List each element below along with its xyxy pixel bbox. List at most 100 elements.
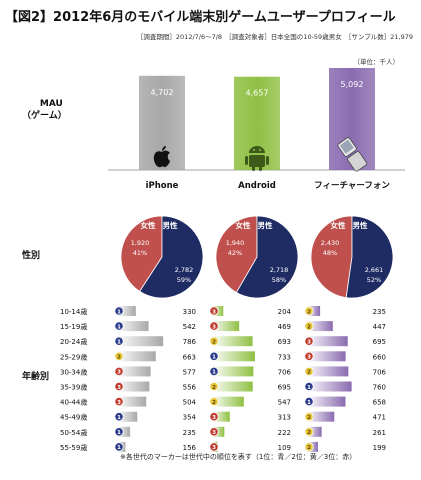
- rank-marker: [114, 336, 124, 346]
- age-bar: [116, 351, 156, 362]
- rank-marker: [114, 427, 124, 437]
- age-value-label: 556: [183, 384, 197, 392]
- footnote: ※各世代のマーカーは世代中の順位を表す（1位：青／2位：黄／3位：赤）: [120, 453, 357, 461]
- survey-meta: ［調査期間］2012/7/6～7/8 ［調査対象者］日本全国の10-59歳男女 …: [136, 33, 413, 41]
- pie-slice-female: [215, 215, 258, 294]
- pie-value-male: 2,661: [365, 266, 384, 274]
- rank-marker-number: 1: [307, 400, 311, 406]
- age-value-label: 693: [278, 338, 291, 346]
- pie-pct-male: 58%: [272, 276, 286, 284]
- rank-marker: [209, 366, 219, 376]
- age-bar: [306, 426, 322, 437]
- pie-pct-female: 41%: [133, 249, 147, 257]
- age-value-label: 199: [373, 444, 386, 452]
- rank-marker: [114, 396, 124, 407]
- age-category-label: 25-29歳: [60, 352, 87, 361]
- pie-slice-female: [310, 215, 353, 299]
- rank-marker-number: 2: [307, 370, 311, 376]
- age-category-label: 15-19歳: [60, 322, 87, 331]
- age-value-label: 235: [183, 429, 196, 437]
- rank-marker: [114, 412, 124, 422]
- pie-slice-male: [345, 215, 394, 299]
- age-value-label: 695: [278, 384, 291, 392]
- age-bar: [306, 411, 335, 422]
- age-value-label: 577: [183, 368, 196, 376]
- pie-value-female: 2,430: [321, 239, 340, 247]
- age-bar: [211, 321, 240, 332]
- pie-value-male: 2,782: [175, 266, 194, 274]
- age-value-label: 471: [373, 414, 386, 422]
- rank-marker-number: 2: [307, 430, 311, 436]
- age-value-label: 156: [183, 444, 197, 452]
- device-label: Android: [238, 181, 276, 191]
- age-value-label: 706: [373, 368, 387, 376]
- pie-legend-female: 女性: [331, 220, 346, 230]
- age-category-label: 20-24歳: [60, 337, 87, 346]
- flip-phone-icon: [337, 137, 368, 172]
- rank-marker-number: 2: [307, 445, 311, 451]
- rank-marker: [209, 306, 219, 316]
- rank-marker: [304, 396, 314, 407]
- age-category-label: 35-39歳: [60, 383, 87, 392]
- rank-marker: [209, 442, 219, 452]
- rank-marker-number: 1: [307, 385, 311, 391]
- rank-marker: [304, 306, 314, 316]
- age-bar: [211, 336, 253, 347]
- apple-leaf-icon: [162, 146, 166, 151]
- rank-marker: [304, 442, 314, 452]
- age-value-label: 261: [373, 429, 386, 437]
- rank-marker-number: 3: [117, 385, 121, 391]
- rank-marker-number: 3: [307, 340, 311, 346]
- rank-marker-number: 1: [117, 340, 121, 346]
- age-value-label: 658: [373, 399, 386, 407]
- age-category-label: 10-14歳: [60, 307, 87, 316]
- age-bar: [211, 411, 230, 422]
- age-bar: [306, 396, 346, 407]
- rank-marker: [304, 366, 314, 376]
- age-value-label: 235: [373, 308, 386, 316]
- rank-marker-number: 2: [212, 340, 216, 346]
- age-bar: [306, 336, 348, 347]
- age-bar: [306, 366, 349, 377]
- age-value-label: 330: [183, 308, 196, 316]
- age-bar: [116, 381, 150, 392]
- age-value-label: 706: [278, 368, 292, 376]
- rank-marker-number: 3: [212, 309, 216, 315]
- unit-label: （単位：千人）: [353, 58, 400, 66]
- rank-marker-number: 3: [212, 430, 216, 436]
- rank-marker: [304, 381, 314, 392]
- age-bar: [306, 321, 333, 332]
- rank-marker-number: 2: [212, 385, 216, 391]
- android-arm: [266, 156, 269, 165]
- pie-value-female: 1,920: [131, 239, 150, 247]
- pie-value-male: 2,718: [270, 266, 289, 274]
- gender-section-label: 性別: [22, 251, 41, 261]
- pie-legend-male: 男性: [258, 220, 273, 230]
- android-head: [249, 146, 265, 153]
- rank-marker: [304, 336, 314, 346]
- phone-screen: [339, 139, 354, 154]
- page-title: 【図2】2012年6月のモバイル端末別ゲームユーザープロフィール: [5, 10, 396, 25]
- rank-marker-number: 3: [212, 445, 216, 451]
- rank-marker-number: 2: [117, 355, 121, 361]
- rank-marker: [304, 427, 314, 437]
- age-value-label: 542: [183, 323, 196, 331]
- age-bar: [211, 366, 254, 377]
- age-value-label: 695: [373, 338, 386, 346]
- rank-marker: [304, 412, 314, 422]
- rank-marker-number: 3: [212, 324, 216, 330]
- mau-value-label: 4,657: [246, 89, 269, 98]
- rank-marker: [209, 412, 219, 422]
- rank-marker: [209, 427, 219, 437]
- rank-marker-number: 1: [212, 370, 216, 376]
- rank-marker: [114, 442, 124, 452]
- pie-pct-female: 42%: [228, 249, 242, 257]
- apple-logo-icon: [153, 150, 170, 168]
- pie-slice-male: [235, 215, 299, 299]
- android-eye: [253, 149, 255, 151]
- android-robot-icon: [245, 146, 269, 171]
- rank-marker: [114, 366, 124, 376]
- android-eye: [259, 149, 261, 151]
- age-value-label: 222: [278, 429, 291, 437]
- age-value-label: 733: [278, 353, 291, 361]
